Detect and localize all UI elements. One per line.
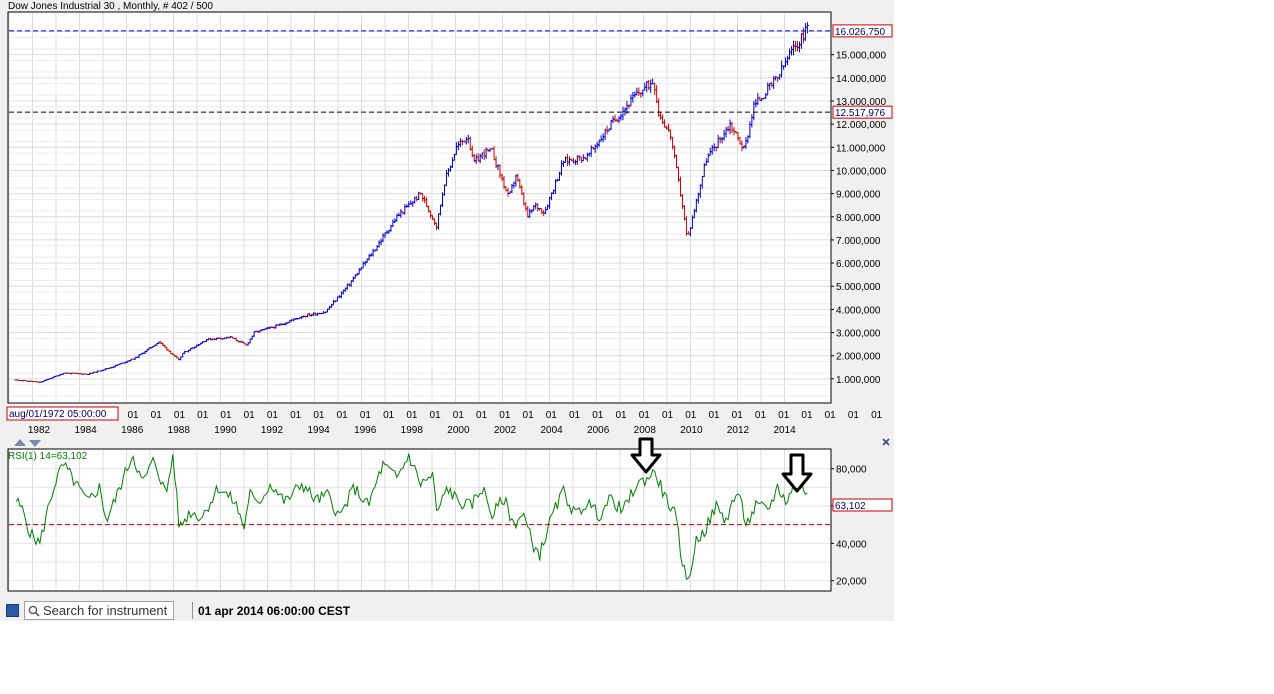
marker-label: 12.517,976 [835, 108, 885, 119]
price-tick-label: 12.000,000 [836, 120, 886, 131]
month-tick-label: 01 [523, 410, 535, 421]
rsi-current-value: 63,102 [835, 501, 866, 512]
month-tick-label: 01 [476, 410, 488, 421]
month-tick-label: 01 [546, 410, 558, 421]
chart-window: 16.026,750 12.517,976 1.000,000 2.000,000 3… [0, 0, 894, 621]
year-tick-label: 2014 [773, 425, 796, 436]
start-date-label: aug/01/1972 05:00:00 [9, 409, 107, 420]
month-tick-label: 01 [732, 410, 744, 421]
year-tick-label: 1982 [28, 425, 51, 436]
marker-box [832, 105, 893, 119]
price-tick-label: 10.000,000 [836, 166, 886, 177]
chart-title: Dow Jones Industrial 30 , Monthly, # 402… [8, 1, 213, 12]
start-date-box [6, 406, 119, 421]
price-tick-label: 3.000,000 [836, 329, 881, 340]
marker-label: 16.026,750 [835, 27, 885, 38]
year-tick-label: 1988 [168, 425, 191, 436]
price-tick-label: 6.000,000 [836, 259, 881, 270]
price-tick-label: 15.000,000 [836, 51, 886, 62]
price-tick-label: 9.000,000 [836, 190, 881, 201]
month-tick-label: 01 [592, 410, 604, 421]
month-tick-label: 01 [220, 410, 232, 421]
chart-canvas[interactable]: 16.026,750 12.517,976 1.000,000 2.000,000 3… [0, 0, 894, 621]
month-tick-label: 01 [825, 410, 837, 421]
month-tick-label: 01 [244, 410, 256, 421]
rsi-tick-label: 20,000 [836, 577, 867, 588]
rsi-label: RSI(1) 14=63,102 [8, 451, 88, 462]
month-tick-label: 01 [778, 410, 790, 421]
year-tick-label: 1998 [401, 425, 424, 436]
year-tick-label: 2010 [680, 425, 703, 436]
month-tick-label: 01 [453, 410, 465, 421]
toolbar-color-button[interactable] [6, 604, 19, 617]
month-tick-label: 01 [430, 410, 442, 421]
rsi-tick-label: 40,000 [836, 539, 867, 550]
month-tick-label: 01 [383, 410, 395, 421]
year-tick-label: 1984 [74, 425, 97, 436]
month-tick-label: 01 [685, 410, 697, 421]
search-input[interactable] [43, 602, 171, 619]
rsi-tick-label: 80,000 [836, 465, 867, 476]
month-tick-label: 01 [313, 410, 325, 421]
year-tick-label: 2006 [587, 425, 610, 436]
price-tick-label: 1.000,000 [836, 375, 881, 386]
price-tick-label: 13.000,000 [836, 97, 886, 108]
month-tick-label: 01 [267, 410, 279, 421]
rsi-value-box [832, 498, 893, 512]
month-tick-label: 01 [197, 410, 209, 421]
month-tick-label: 01 [615, 410, 627, 421]
price-tick-label: 5.000,000 [836, 282, 881, 293]
year-tick-label: 1994 [307, 425, 330, 436]
year-tick-label: 2000 [447, 425, 470, 436]
triangle-up-icon[interactable] [14, 439, 26, 446]
month-tick-label: 01 [708, 410, 720, 421]
month-tick-label: 01 [848, 410, 860, 421]
month-tick-label: 01 [639, 410, 651, 421]
price-tick-label: 8.000,000 [836, 213, 881, 224]
year-tick-label: 1986 [121, 425, 144, 436]
price-tick-label: 11.000,000 [836, 143, 886, 154]
rsi-series-line [15, 453, 808, 580]
year-tick-label: 1996 [354, 425, 377, 436]
month-tick-label: 01 [151, 410, 163, 421]
year-tick-label: 2004 [540, 425, 563, 436]
down-arrow-icon [781, 453, 813, 493]
close-icon[interactable] [882, 438, 890, 446]
search-box[interactable] [24, 601, 174, 620]
month-tick-label: 01 [127, 410, 139, 421]
cursor-date: 01 apr 2014 06:00:00 CEST [198, 604, 351, 618]
month-tick-label: 01 [801, 410, 813, 421]
year-tick-label: 1992 [261, 425, 284, 436]
month-tick-label: 01 [499, 410, 511, 421]
price-tick-label: 4.000,000 [836, 305, 881, 316]
year-tick-label: 1990 [214, 425, 237, 436]
rsi-panel[interactable] [7, 448, 832, 592]
magnifier-icon [25, 602, 43, 619]
price-tick-label: 7.000,000 [836, 236, 881, 247]
month-tick-label: 01 [360, 410, 372, 421]
price-tick-label: 14.000,000 [836, 74, 886, 85]
month-tick-label: 01 [662, 410, 674, 421]
year-tick-label: 2008 [634, 425, 657, 436]
year-tick-label: 2002 [494, 425, 517, 436]
down-arrow-icon [630, 437, 662, 474]
triangle-down-icon[interactable] [29, 440, 41, 447]
month-tick-label: 01 [406, 410, 418, 421]
price-panel[interactable] [7, 11, 832, 404]
month-tick-label: 01 [174, 410, 186, 421]
toolbar-separator [192, 602, 193, 619]
month-tick-label: 01 [755, 410, 767, 421]
marker-box [832, 24, 893, 38]
month-tick-label: 01 [871, 410, 883, 421]
price-tick-label: 2.000,000 [836, 352, 881, 363]
month-tick-label: 01 [290, 410, 302, 421]
year-tick-label: 2012 [727, 425, 750, 436]
month-tick-label: 01 [337, 410, 349, 421]
month-tick-label: 01 [569, 410, 581, 421]
